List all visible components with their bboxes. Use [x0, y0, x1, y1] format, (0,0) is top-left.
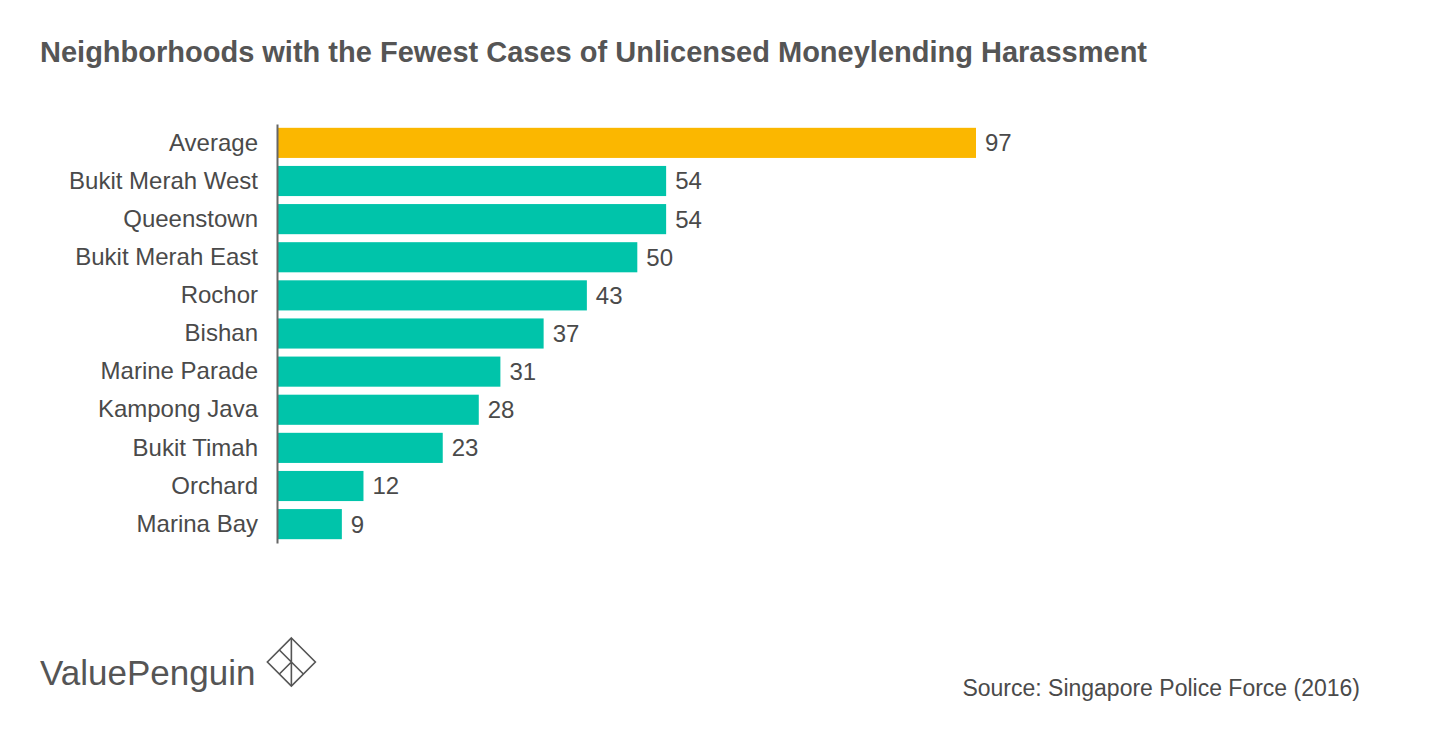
y-tick-label: Queenstown — [123, 205, 258, 232]
y-axis: Average Bukit Merah West Queenstown Bukit M… — [69, 125, 277, 544]
y-tick-label: Bukit Merah East — [75, 243, 258, 270]
bar — [277, 242, 637, 272]
data-label: 37 — [553, 320, 580, 347]
icon-outline — [267, 638, 315, 686]
y-tick-label: Kampong Java — [98, 395, 259, 422]
y-tick-label: Bukit Timah — [133, 434, 258, 461]
bar — [277, 395, 479, 425]
y-tick: Queenstown — [123, 205, 258, 232]
bar — [277, 204, 666, 234]
y-tick: Bukit Merah East — [75, 243, 258, 270]
y-tick-label: Bishan — [185, 319, 258, 346]
y-axis-line — [277, 125, 279, 544]
bars — [277, 128, 976, 539]
y-tick-label: Rochor — [181, 281, 258, 308]
data-label: 12 — [372, 472, 399, 499]
bar — [277, 280, 587, 310]
y-tick-label: Average — [169, 129, 258, 156]
data-label: 50 — [646, 244, 673, 271]
bar — [277, 509, 342, 539]
y-tick: Bukit Merah West — [69, 167, 258, 194]
y-tick: Marine Parade — [101, 357, 258, 384]
y-tick: Bishan — [185, 319, 258, 346]
y-tick-label: Marina Bay — [137, 510, 258, 537]
data-label: 31 — [509, 358, 536, 385]
data-label: 9 — [351, 511, 364, 538]
bar — [277, 318, 544, 348]
icon-lines — [279, 638, 303, 686]
y-tick: Orchard — [171, 472, 258, 499]
bar — [277, 128, 976, 158]
brand-icon — [267, 638, 315, 686]
bar — [277, 433, 443, 463]
brand: ValuePenguin — [40, 653, 255, 692]
bar — [277, 357, 500, 387]
bar — [277, 166, 666, 196]
data-label: 97 — [985, 129, 1012, 156]
chart: Neighborhoods with the Fewest Cases of U… — [0, 0, 1440, 740]
y-tick-label: Orchard — [171, 472, 258, 499]
y-tick: Rochor — [181, 281, 258, 308]
data-label: 54 — [675, 167, 702, 194]
data-label: 43 — [596, 282, 623, 309]
bar — [277, 471, 363, 501]
y-tick: Average — [169, 129, 258, 156]
y-tick-label: Bukit Merah West — [69, 167, 258, 194]
y-tick-label: Marine Parade — [101, 357, 258, 384]
source: Source: Singapore Police Force (2016) — [962, 675, 1360, 701]
y-tick: Kampong Java — [98, 395, 259, 422]
y-tick: Bukit Timah — [133, 434, 258, 461]
data-label: 28 — [488, 396, 515, 423]
data-label: 23 — [452, 434, 479, 461]
data-labels: 975454504337312823129 — [351, 129, 1012, 537]
title: Neighborhoods with the Fewest Cases of U… — [40, 36, 1147, 68]
y-tick: Marina Bay — [137, 510, 258, 537]
data-label: 54 — [675, 206, 702, 233]
